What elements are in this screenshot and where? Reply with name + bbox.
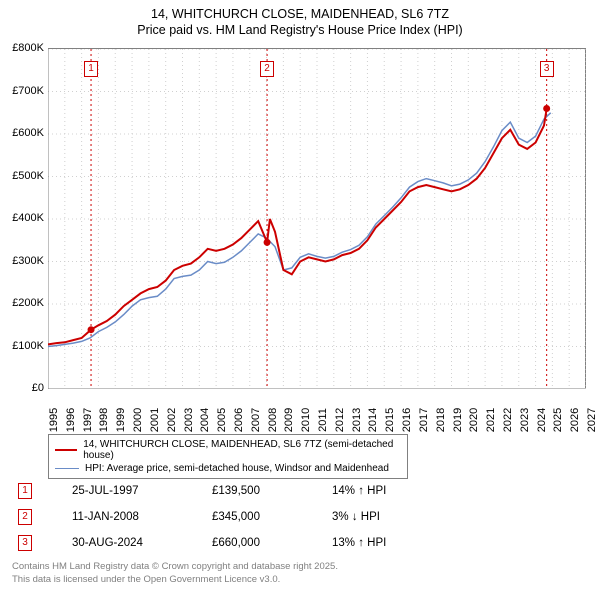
sales-marker: 3 [18,535,32,551]
x-tick-label: 2005 [216,408,228,432]
y-tick-label: £0 [32,382,44,394]
x-tick-label: 2010 [300,408,312,432]
x-tick-label: 2012 [334,408,346,432]
x-tick-label: 1995 [48,408,60,432]
legend-label: HPI: Average price, semi-detached house,… [85,463,389,474]
sales-row: 1 25-JUL-1997£139,50014% ↑ HPI [12,478,588,504]
x-tick-label: 2026 [569,408,581,432]
x-tick-label: 2011 [317,408,329,432]
x-tick-label: 2003 [183,408,195,432]
x-tick-label: 2018 [435,408,447,432]
attribution: Contains HM Land Registry data © Crown c… [12,561,338,586]
legend-swatch [55,468,79,469]
sales-delta: 13% ↑ HPI [332,537,452,549]
sales-marker: 1 [18,483,32,499]
x-tick-label: 2016 [401,408,413,432]
x-tick-label: 2002 [166,408,178,432]
sale-marker-box: 3 [540,61,554,77]
chart-plot-area: 1 2 3 [48,48,586,388]
y-tick-label: £700K [12,85,44,97]
y-tick-label: £600K [12,127,44,139]
sales-price: £660,000 [212,537,332,549]
y-tick-label: £400K [12,212,44,224]
x-tick-label: 1999 [115,408,127,432]
title-line1: 14, WHITCHURCH CLOSE, MAIDENHEAD, SL6 7T… [0,6,600,22]
sales-date: 30-AUG-2024 [72,537,212,549]
y-tick-label: £500K [12,170,44,182]
y-tick-label: £800K [12,42,44,54]
y-tick-label: £200K [12,297,44,309]
x-tick-label: 2017 [418,408,430,432]
x-tick-label: 2001 [149,408,161,432]
chart-title: 14, WHITCHURCH CLOSE, MAIDENHEAD, SL6 7T… [0,0,600,39]
sales-row: 3 30-AUG-2024£660,00013% ↑ HPI [12,530,588,556]
x-tick-label: 2023 [519,408,531,432]
x-tick-label: 2009 [283,408,295,432]
x-tick-label: 2021 [485,408,497,432]
x-tick-label: 2008 [267,408,279,432]
x-tick-label: 2024 [536,408,548,432]
sales-price: £139,500 [212,485,332,497]
x-tick-label: 2027 [586,408,598,432]
sales-marker: 2 [18,509,32,525]
x-tick-label: 2006 [233,408,245,432]
x-tick-label: 1996 [65,408,77,432]
y-tick-label: £100K [12,340,44,352]
x-tick-label: 1998 [98,408,110,432]
chart-svg [48,49,586,389]
sales-date: 25-JUL-1997 [72,485,212,497]
x-tick-label: 2000 [132,408,144,432]
sales-row: 2 11-JAN-2008£345,0003% ↓ HPI [12,504,588,530]
x-tick-label: 2004 [199,408,211,432]
legend-swatch [55,449,77,451]
sale-marker-box: 2 [260,61,274,77]
sales-delta: 3% ↓ HPI [332,511,452,523]
title-line2: Price paid vs. HM Land Registry's House … [0,22,600,38]
sales-delta: 14% ↑ HPI [332,485,452,497]
legend-label: 14, WHITCHURCH CLOSE, MAIDENHEAD, SL6 7T… [83,439,401,461]
attribution-line1: Contains HM Land Registry data © Crown c… [12,561,338,573]
x-tick-label: 2013 [351,408,363,432]
x-tick-label: 2019 [452,408,464,432]
sales-table: 1 25-JUL-1997£139,50014% ↑ HPI 2 11-JAN-200… [12,478,588,556]
sales-date: 11-JAN-2008 [72,511,212,523]
x-tick-label: 2007 [250,408,262,432]
x-tick-label: 2015 [384,408,396,432]
x-tick-label: 1997 [82,408,94,432]
legend-row: HPI: Average price, semi-detached house,… [55,462,401,475]
y-axis: £0£100K£200K£300K£400K£500K£600K£700K£80… [0,48,46,388]
x-tick-label: 2025 [552,408,564,432]
x-axis: 1995 1996 1997 1998 1999 2000 2001 2002 2003 2004… [48,390,586,430]
x-tick-label: 2014 [367,408,379,432]
legend-row: 14, WHITCHURCH CLOSE, MAIDENHEAD, SL6 7T… [55,438,401,462]
y-tick-label: £300K [12,255,44,267]
attribution-line2: This data is licensed under the Open Gov… [12,574,338,586]
legend: 14, WHITCHURCH CLOSE, MAIDENHEAD, SL6 7T… [48,434,408,479]
x-tick-label: 2022 [502,408,514,432]
sale-marker-box: 1 [84,61,98,77]
x-tick-label: 2020 [468,408,480,432]
sales-price: £345,000 [212,511,332,523]
